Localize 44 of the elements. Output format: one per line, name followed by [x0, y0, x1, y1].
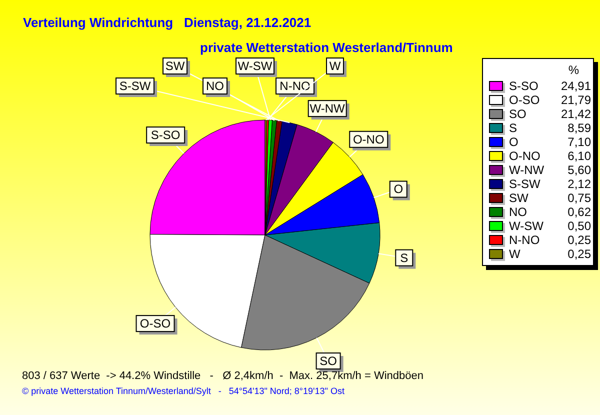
data-label: 0,62 — [566, 205, 591, 219]
data-label: 0,25 — [566, 233, 591, 247]
data-label: 0,25 — [566, 247, 591, 261]
slice-label: W — [329, 59, 342, 73]
data-label: 2,12 — [566, 177, 591, 191]
data-label: 0,75 — [566, 191, 591, 205]
data-label: 0,50 — [566, 219, 591, 233]
slice-label: O-SO — [140, 316, 171, 331]
slice-label: W-SW — [238, 59, 273, 73]
chart-subtitle: private Wetterstation Westerland/Tinnum — [200, 40, 453, 55]
text: 803 / 637 Werte -> 44.2% Windstille - Ø 2,4km/h - Max. 25,7km/h = Windböen — [22, 370, 424, 382]
legend-label: NO — [509, 205, 528, 219]
slice-label: SW — [165, 59, 186, 73]
data-label: 24,91 — [560, 79, 591, 93]
data-label: 21,79 — [560, 93, 591, 107]
legend-label: N-NO — [509, 233, 541, 247]
data-label: 6,10 — [566, 149, 591, 163]
legend-label: S-SW — [509, 177, 542, 191]
slice-label: S-SO — [150, 128, 180, 142]
legend-label: O-SO — [509, 93, 541, 107]
legend-label: S-SO — [509, 79, 540, 93]
slice-label: NO — [206, 79, 224, 93]
legend-label: SO — [509, 107, 528, 121]
slice-label: W-NW — [310, 102, 346, 116]
legend-label: W-SW — [509, 219, 544, 233]
data-label: 7,10 — [566, 135, 591, 149]
legend-label: O-NO — [509, 149, 542, 163]
legend-label: O — [509, 135, 520, 149]
data-label: 5,60 — [566, 163, 591, 177]
data-label: 21,42 — [560, 107, 591, 121]
slice-label: S-SW — [119, 79, 152, 93]
legend-label: W-NW — [509, 163, 546, 177]
slice-label: N-NO — [280, 79, 310, 93]
slice-label: O-NO — [352, 132, 384, 146]
slice-label: O — [394, 182, 404, 196]
data-label: 8,59 — [566, 121, 591, 135]
slice-label: S — [400, 250, 408, 265]
slice-label: SO — [320, 354, 337, 368]
chart-title: Verteilung Windrichtung Dienstag, 21.12.2021 — [23, 15, 312, 30]
legend-label: SW — [509, 191, 530, 205]
legend-label: W — [509, 247, 522, 261]
text: © private Wetterstation Tinnum/Westerland/Sylt - 54°54'13" Nord; 8°19'13" Ost — [22, 386, 344, 396]
legend-title: % — [567, 63, 580, 79]
legend-label: S — [509, 121, 518, 135]
